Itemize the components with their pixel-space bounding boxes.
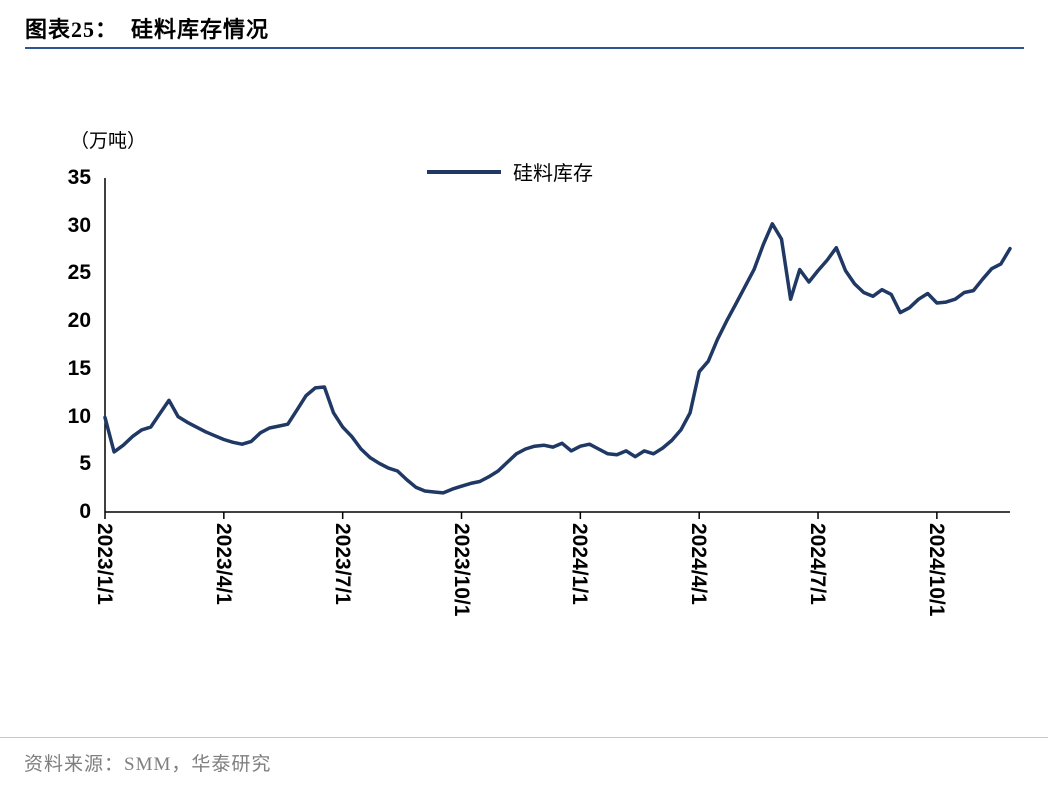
y-axis-label: 20 — [67, 309, 91, 333]
series-line-硅料库存 — [103, 222, 1012, 495]
footer-rule — [0, 737, 1048, 738]
legend-line-icon — [427, 169, 501, 174]
legend-label: 硅料库存 — [513, 163, 593, 185]
legend: 硅料库存 — [427, 157, 593, 186]
y-axis-label: 35 — [67, 166, 91, 189]
x-axis-label: 2024/10/1 — [924, 523, 948, 617]
y-axis-label: 15 — [67, 356, 91, 380]
y-axis-unit-label: （万吨） — [70, 131, 147, 152]
x-axis-label: 2024/7/1 — [806, 523, 830, 605]
x-axis-label: 2024/4/1 — [687, 523, 711, 605]
x-axis-label: 2023/7/1 — [330, 523, 354, 605]
y-axis-label: 30 — [67, 213, 91, 237]
x-axis-label: 2024/1/1 — [568, 523, 592, 605]
y-axis-label: 0 — [79, 500, 91, 523]
chart-title: 图表25： 硅料库存情况 — [25, 17, 270, 42]
x-axis-label: 2023/4/1 — [211, 523, 235, 605]
y-axis-label: 25 — [67, 261, 91, 285]
title-rule — [25, 47, 1024, 49]
x-axis-label: 2023/1/1 — [93, 523, 116, 605]
y-axis-label: 10 — [67, 404, 91, 428]
y-axis-label: 5 — [79, 452, 91, 476]
x-axis-label: 2023/10/1 — [449, 523, 473, 617]
source-note: 资料来源：SMM，华泰研究 — [24, 754, 272, 775]
